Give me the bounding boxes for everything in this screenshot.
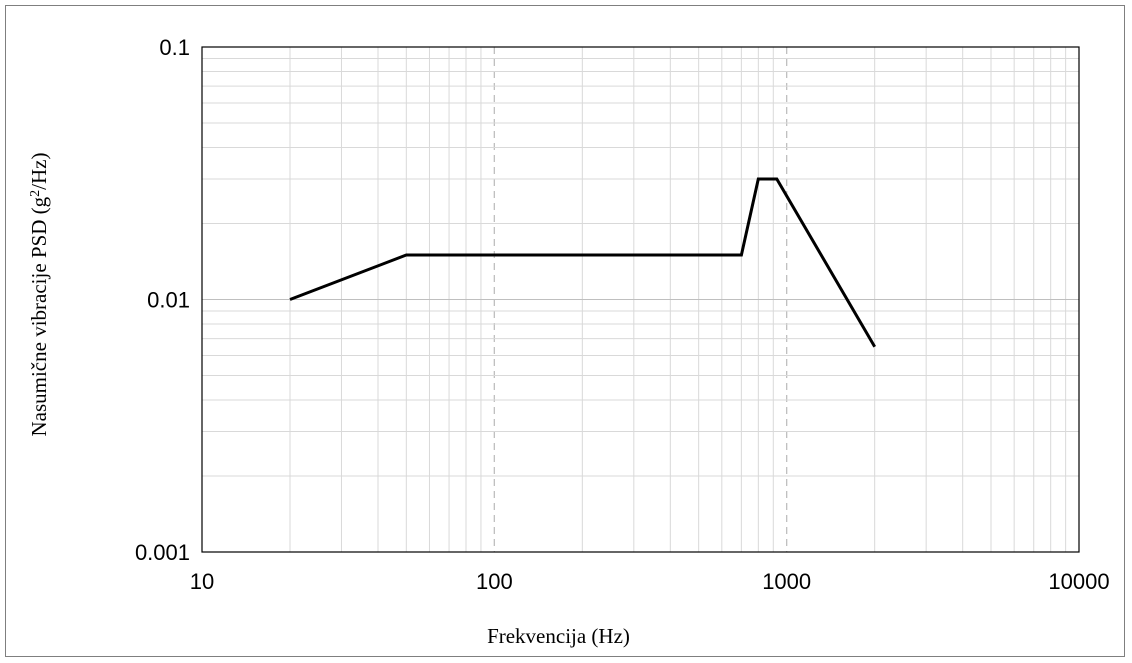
tick-labels: 10 100 1000 10000 0.001 0.01 0.1 bbox=[135, 35, 1110, 594]
x-tick-label: 10000 bbox=[1048, 569, 1109, 594]
y-axis-title-superscript: 2 bbox=[28, 190, 43, 197]
plot-area-border bbox=[201, 46, 1080, 553]
grid-layer bbox=[202, 46, 1079, 553]
y-axis-title-main: Nasumične vibracije PSD (g bbox=[27, 196, 51, 436]
x-axis-title: Frekvencija (Hz) bbox=[487, 624, 630, 648]
x-tick-label: 100 bbox=[476, 569, 513, 594]
psd-series-line bbox=[289, 177, 876, 348]
x-tick-label: 10 bbox=[190, 569, 214, 594]
x-tick-label: 1000 bbox=[762, 569, 811, 594]
y-tick-label: 0.1 bbox=[159, 35, 190, 60]
y-tick-label: 0.001 bbox=[135, 540, 190, 565]
y-axis-title: Nasumične vibracije PSD (g2/Hz) bbox=[27, 152, 51, 436]
psd-chart: 10 100 1000 10000 0.001 0.01 0.1 Frekvencija (… bbox=[27, 35, 1110, 648]
y-tick-label: 0.01 bbox=[147, 288, 190, 313]
y-axis-title-tail: /Hz) bbox=[27, 152, 51, 189]
chart-frame: 10 100 1000 10000 0.001 0.01 0.1 Frekvencija (… bbox=[5, 5, 1125, 657]
